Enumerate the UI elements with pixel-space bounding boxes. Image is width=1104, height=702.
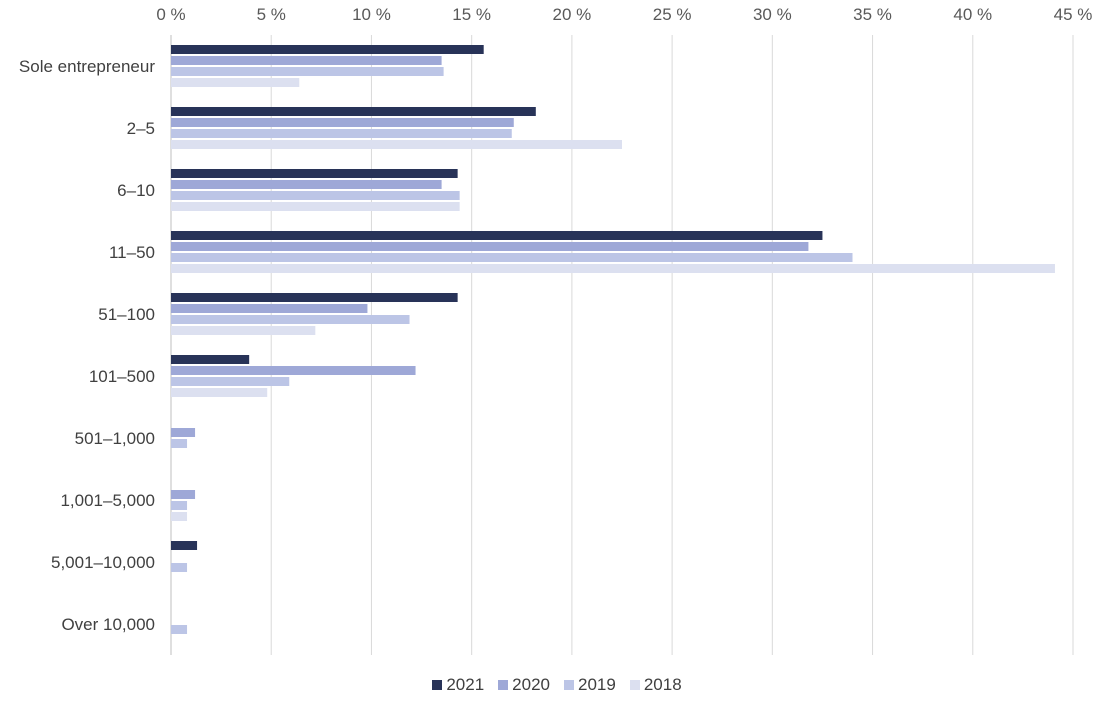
legend-label: 2021 [446,675,485,694]
legend-swatch [629,680,640,690]
bar [171,315,410,324]
bar [171,563,188,572]
category-label: 501–1,000 [75,429,155,448]
legend: 2021 2020 2019 2018 [0,672,1104,698]
bar [171,264,1055,273]
bar [171,253,853,262]
bar [171,180,442,189]
bar [171,242,809,251]
x-tick-label: 35 % [853,5,892,24]
category-label: 51–100 [98,305,155,324]
legend-item: 2020 [498,675,550,695]
x-tick-label: 25 % [653,5,692,24]
legend-swatch [564,680,574,690]
legend-item: 2018 [629,675,682,695]
legend-swatch [498,680,509,690]
bar [171,293,458,302]
bar [171,388,268,397]
legend-item: 2019 [564,675,616,695]
x-tick-label: 20 % [553,5,592,24]
legend-label: 2020 [512,675,550,694]
x-tick-label: 0 % [156,5,185,24]
bar [171,56,442,65]
category-label: Sole entrepreneur [19,57,155,76]
x-tick-label: 30 % [753,5,792,24]
bar [171,428,196,437]
category-label: 1,001–5,000 [60,491,155,510]
bar [171,490,196,499]
bar [171,366,416,375]
bar [171,439,188,448]
bar [171,377,290,386]
bar [171,512,188,521]
bar [171,304,368,313]
category-label: 5,001–10,000 [51,553,155,572]
bar [171,140,622,149]
x-tick-label: 5 % [257,5,286,24]
x-tick-label: 45 % [1054,5,1093,24]
bar [171,129,512,138]
bar [171,78,300,87]
bar [171,541,198,550]
bar [171,118,514,127]
legend-label: 2019 [578,675,616,694]
category-label: 2–5 [127,119,155,138]
bar [171,501,188,510]
legend-item: 2021 [432,675,484,695]
legend-label: 2018 [643,675,682,694]
bar [171,202,460,211]
legend-swatch [432,680,443,690]
x-tick-label: 40 % [953,5,992,24]
bar [171,625,188,634]
category-label: Over 10,000 [61,615,155,634]
bar [171,67,444,76]
bar [171,326,316,335]
category-label: 11–50 [109,243,155,262]
bar-chart: 0 % 5 % 10 % 15 % 20 % 25 % 30 % 35 % 40 % 45 % So… [19,5,1093,655]
category-label: 6–10 [117,181,155,200]
x-tick-label: 15 % [452,5,491,24]
bar [171,191,460,200]
bar [171,107,536,116]
category-label: 101–500 [89,367,155,386]
bar [171,169,458,178]
x-tick-label: 10 % [352,5,391,24]
bar [171,355,250,364]
bar [171,231,823,240]
bar [171,45,484,54]
